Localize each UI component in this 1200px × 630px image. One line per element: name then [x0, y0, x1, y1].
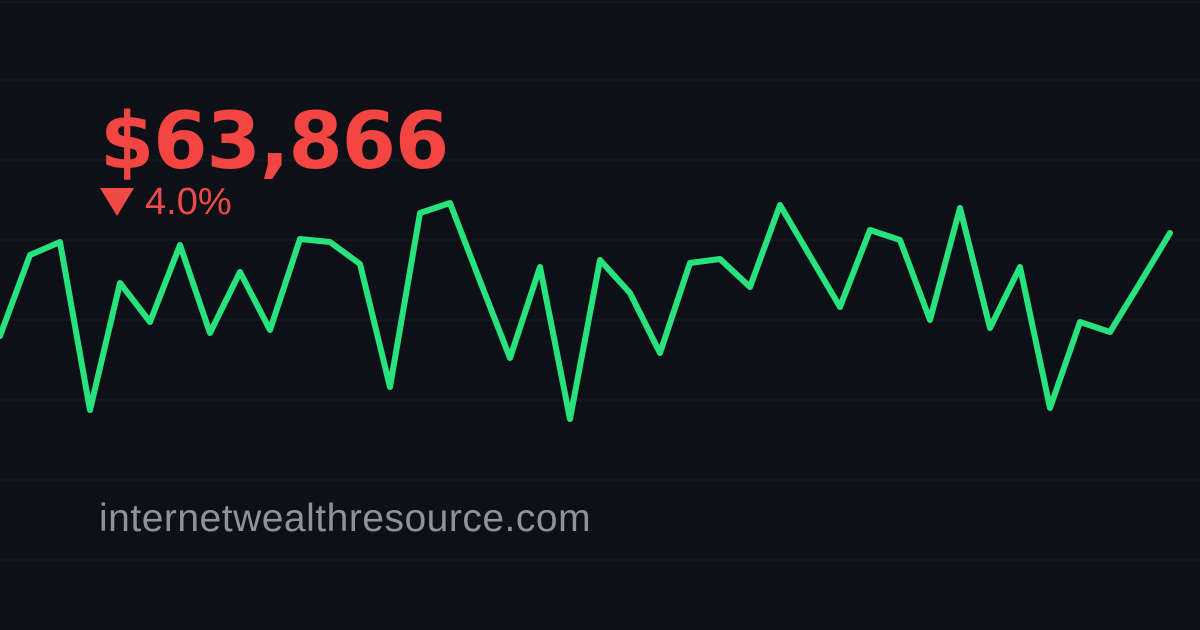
price-text: $63,866 — [100, 97, 449, 187]
price-line — [0, 200, 1173, 422]
change-percent-text: 4.0% — [145, 181, 232, 223]
down-triangle-icon — [100, 188, 134, 216]
domain-text: internetwealthresource.com — [99, 497, 592, 540]
gridlines — [0, 1, 1200, 561]
change-indicator: 4.0% — [100, 183, 232, 221]
